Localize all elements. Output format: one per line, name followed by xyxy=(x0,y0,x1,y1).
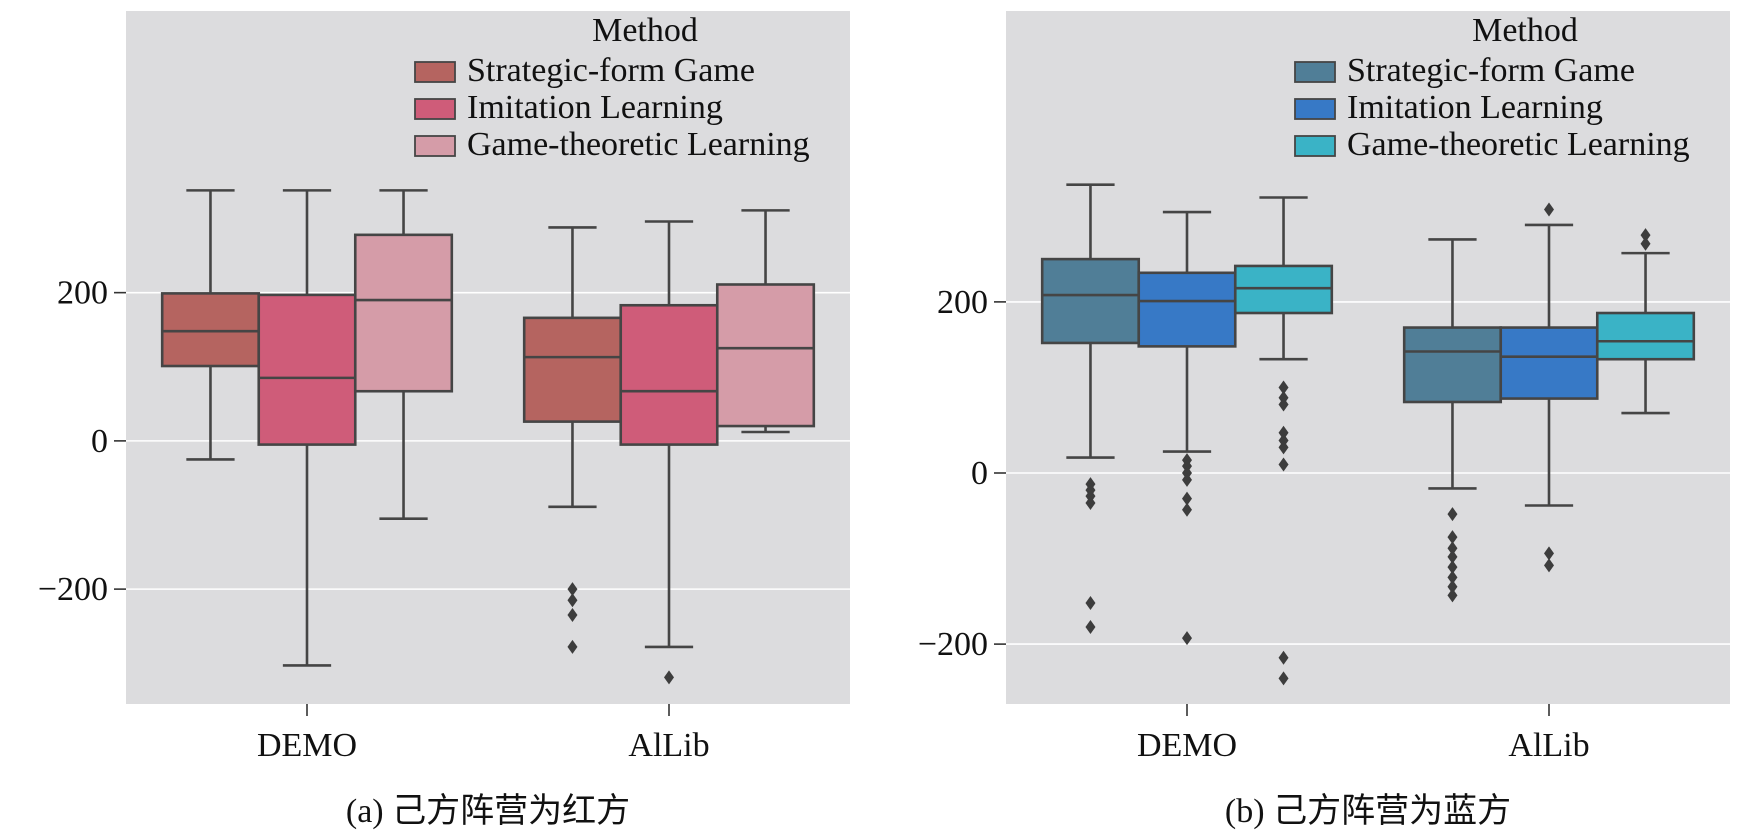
y-tick-label: 0 xyxy=(91,423,108,460)
iqr-box xyxy=(160,292,261,368)
legend-swatch xyxy=(414,98,456,120)
box-strategic-form-game-allib xyxy=(522,226,623,654)
panel-a: −200 0 200 DEMO AlLib Method Strategic-form… xyxy=(38,11,850,830)
outlier-point xyxy=(1278,380,1289,395)
x-tick-label: DEMO xyxy=(257,727,357,764)
outlier-point xyxy=(1447,579,1458,594)
iqr-box xyxy=(1499,326,1599,400)
outlier-point xyxy=(1640,228,1651,243)
legend-swatch xyxy=(1294,98,1336,120)
legend-title-b: Method xyxy=(1472,12,1578,49)
legend-swatch xyxy=(414,61,456,83)
outlier-point xyxy=(1085,495,1096,510)
outlier-point xyxy=(664,670,674,685)
legend-swatch xyxy=(1294,61,1336,83)
outlier-point xyxy=(1447,588,1458,603)
legend-label: Strategic-form Game xyxy=(467,52,755,89)
iqr-box xyxy=(257,293,357,446)
y-axis-b: −200 0 200 xyxy=(918,284,1006,663)
outlier-point xyxy=(567,608,578,623)
x-tick-label: AlLib xyxy=(628,727,709,764)
box-strategic-form-game-demo xyxy=(1040,183,1141,634)
box-strategic-form-game-demo xyxy=(160,189,261,461)
iqr-box xyxy=(619,303,719,446)
y-tick-label: −200 xyxy=(918,626,988,663)
outlier-point xyxy=(1447,570,1458,585)
box-game-theoretic-learning-allib xyxy=(1595,228,1696,415)
x-axis-a: DEMO AlLib xyxy=(257,704,710,764)
y-tick-label: 200 xyxy=(57,275,108,312)
outlier-point xyxy=(567,593,578,608)
y-tick-label: 0 xyxy=(971,455,988,492)
outlier-point xyxy=(1544,546,1554,561)
iqr-box xyxy=(353,233,454,393)
legend-label: Imitation Learning xyxy=(1347,89,1603,126)
outlier-point xyxy=(1182,472,1192,487)
x-tick-label: DEMO xyxy=(1137,727,1237,764)
legend-swatch xyxy=(1294,135,1336,157)
iqr-box xyxy=(1040,257,1141,345)
box-imitation-learning-allib xyxy=(619,220,719,685)
outlier-point xyxy=(1278,457,1289,472)
y-axis-a: −200 0 200 xyxy=(38,275,126,608)
outlier-point xyxy=(1182,502,1192,517)
outlier-point xyxy=(1085,620,1096,634)
caption-a: (a) 己方阵营为红方 xyxy=(346,792,630,830)
boxes-a xyxy=(160,189,816,685)
outlier-point xyxy=(1085,596,1096,611)
legend-title-a: Method xyxy=(592,12,698,49)
box-imitation-learning-demo xyxy=(257,189,357,667)
legend-label: Game-theoretic Learning xyxy=(1347,126,1690,163)
outlier-point xyxy=(1278,671,1289,686)
y-tick-label: −200 xyxy=(38,571,108,608)
outlier-point xyxy=(1278,650,1289,665)
caption-b: (b) 己方阵营为蓝方 xyxy=(1225,792,1511,830)
iqr-box xyxy=(1595,311,1696,361)
box-imitation-learning-demo xyxy=(1137,210,1237,646)
panel-b: −200 0 200 DEMO AlLib Method Strategic-form… xyxy=(918,11,1730,830)
legend-swatch xyxy=(414,135,456,157)
x-tick-label: AlLib xyxy=(1508,727,1589,764)
outlier-point xyxy=(567,639,578,654)
outlier-point xyxy=(1182,631,1192,646)
outlier-point xyxy=(1544,202,1554,217)
outlier-point xyxy=(1447,507,1458,522)
outlier-point xyxy=(1278,440,1289,455)
iqr-box xyxy=(1137,271,1237,348)
iqr-box xyxy=(522,316,623,423)
legend-label: Strategic-form Game xyxy=(1347,52,1635,89)
outlier-point xyxy=(1447,549,1458,564)
iqr-box xyxy=(715,283,816,428)
box-imitation-learning-allib xyxy=(1499,202,1599,573)
boxes-b xyxy=(1040,183,1696,686)
box-strategic-form-game-allib xyxy=(1402,238,1503,603)
outlier-point xyxy=(1182,491,1192,506)
outlier-point xyxy=(1544,558,1554,573)
y-tick-label: 200 xyxy=(937,284,988,321)
outlier-point xyxy=(1278,397,1289,412)
legend-label: Game-theoretic Learning xyxy=(467,126,810,163)
iqr-box xyxy=(1402,326,1503,404)
outlier-point xyxy=(1447,530,1458,545)
x-axis-b: DEMO AlLib xyxy=(1137,704,1590,764)
outlier-point xyxy=(1447,560,1458,575)
legend-label: Imitation Learning xyxy=(467,89,723,126)
box-game-theoretic-learning-allib xyxy=(715,209,816,434)
outlier-point xyxy=(1640,236,1651,251)
outlier-point xyxy=(567,582,578,597)
outlier-point xyxy=(1447,541,1458,556)
box-game-theoretic-learning-demo xyxy=(353,189,454,521)
box-game-theoretic-learning-demo xyxy=(1233,196,1334,686)
outlier-point xyxy=(1278,425,1289,440)
